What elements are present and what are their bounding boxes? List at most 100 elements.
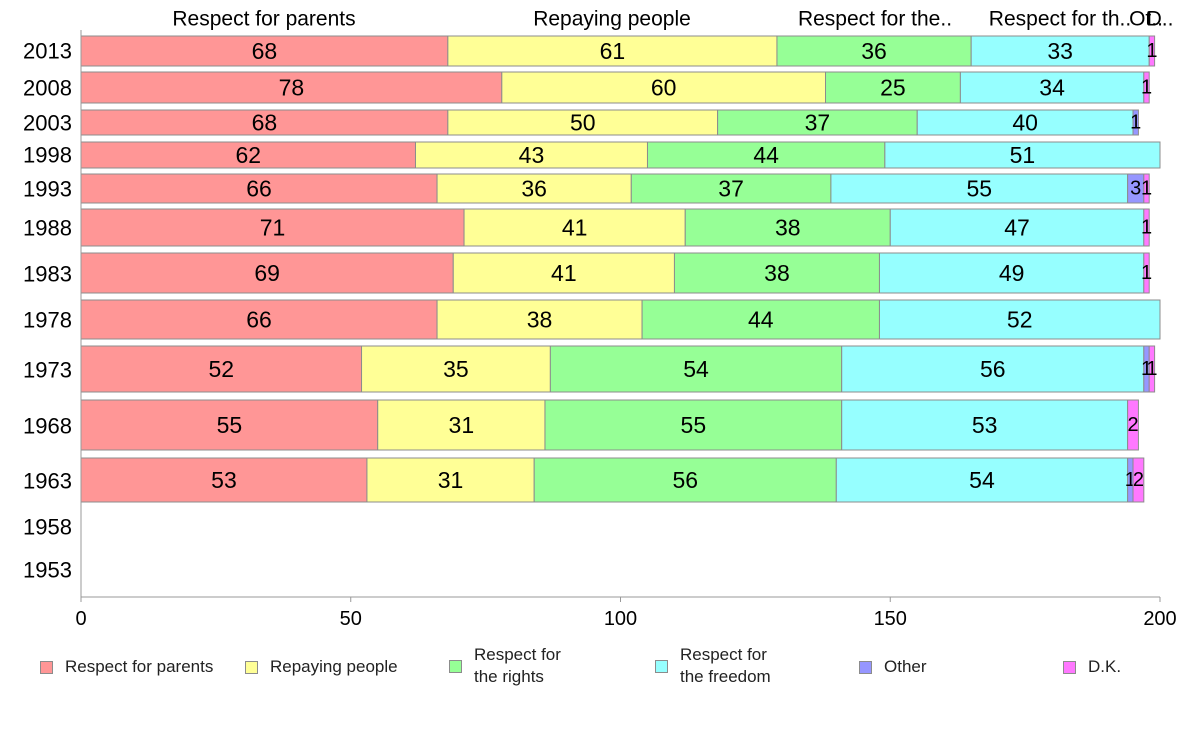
bar-segment [1132,457,1145,503]
data-label: 60 [651,75,677,101]
data-label: 44 [753,142,779,168]
data-label: 55 [681,412,707,438]
y-tick-label: 1988 [23,216,72,241]
legend-item-repaying-people: Repaying people [245,656,398,678]
bar-segment [447,35,778,67]
data-label: 36 [521,176,547,202]
bar-segment [533,457,837,503]
data-label: 52 [1007,307,1033,333]
data-label: 37 [718,176,744,202]
data-label: 43 [519,142,545,168]
legend-item-dk: D.K. [1063,656,1121,678]
bar-segment [80,35,449,67]
legend-swatch [449,659,462,673]
data-label: 1 [1141,358,1152,380]
data-label: 56 [980,356,1006,382]
data-label: 2 [1133,469,1144,491]
y-tick-label: 1998 [23,143,72,168]
column-header-label: Repaying people [533,8,691,31]
data-label: 53 [211,467,237,493]
data-label: 62 [235,142,261,168]
y-tick-label: 1978 [23,308,72,333]
data-label: 2 [1127,414,1138,436]
bar-segment [544,399,843,451]
bar-segment [1148,35,1156,67]
data-label: 3 [1130,178,1141,200]
data-label: 54 [969,467,995,493]
bar-segment [841,345,1145,393]
data-label: 68 [252,38,278,64]
data-label: 49 [999,260,1025,286]
data-label: 34 [1039,75,1065,101]
legend-item-respect-for-parents: Respect for parents [40,656,213,678]
bar-segment [436,173,632,204]
data-label: 55 [966,176,992,202]
bar-segment [841,399,1129,451]
data-label: 56 [672,467,698,493]
bar-segment [80,71,503,104]
bar-segment [916,109,1134,136]
bar-segment [646,141,886,169]
bar-segment [641,299,880,340]
bar-segment [717,109,918,136]
data-label: 1 [1146,358,1157,380]
data-label: 35 [443,356,469,382]
data-label: 1 [1141,178,1152,200]
bar-segment [1132,109,1139,136]
column-header-label: Respect for the.. [798,8,952,31]
bar-segment [80,399,379,451]
bar-segment [825,71,961,104]
data-label: 1 [1141,217,1152,239]
data-label: 44 [748,307,774,333]
bar-segment [889,208,1145,247]
data-label: 31 [438,467,464,493]
y-tick-label: 2003 [23,111,72,136]
data-label: 50 [570,110,596,136]
data-label: 1 [1146,40,1157,62]
bar-segment [463,208,686,247]
data-label: 54 [683,356,709,382]
x-tick-label: 100 [604,608,637,630]
data-label: 68 [252,110,278,136]
bar-segment [878,299,1161,340]
data-label: 33 [1047,38,1073,64]
bar-segment [1143,252,1150,294]
legend-label: Respect for the freedom [680,645,771,686]
data-label: 41 [551,260,577,286]
bar-segment [501,71,827,104]
data-label: 53 [972,412,998,438]
bar-segment [80,345,363,393]
bar-segment [1143,71,1150,104]
bar-segment [673,252,880,294]
data-label: 66 [246,176,272,202]
data-label: 71 [260,215,286,241]
bar-segment [549,345,843,393]
bar-segment [1143,208,1150,247]
data-label: 69 [254,260,280,286]
legend-item-other: Other [859,656,927,678]
data-label: 36 [861,38,887,64]
bar-segment [1148,345,1156,393]
y-tick-label: 1993 [23,177,72,202]
data-label: 51 [1010,142,1036,168]
bar-segment [377,399,546,451]
data-label: 40 [1012,110,1038,136]
y-tick-label: 1983 [23,262,72,287]
legend-label: Respect for parents [65,657,214,676]
legend-item-respect-for-the-freedom: Respect for the freedom [655,644,771,688]
legend-label: Repaying people [270,657,398,676]
bar-segment [959,71,1145,104]
bar-segment [80,208,465,247]
bar-segment [776,35,972,67]
legend-label: D.K. [1088,657,1122,676]
bar-segment [630,173,832,204]
data-label: 47 [1004,215,1030,241]
y-tick-label: 2013 [23,39,72,64]
legend-swatch [245,660,258,674]
data-label: 55 [217,412,243,438]
x-tick-label: 150 [874,608,907,630]
y-tick-label: 1963 [23,469,72,494]
data-label: 66 [246,307,272,333]
column-header-label: D.. [1147,8,1174,31]
bar-segment [878,252,1145,294]
